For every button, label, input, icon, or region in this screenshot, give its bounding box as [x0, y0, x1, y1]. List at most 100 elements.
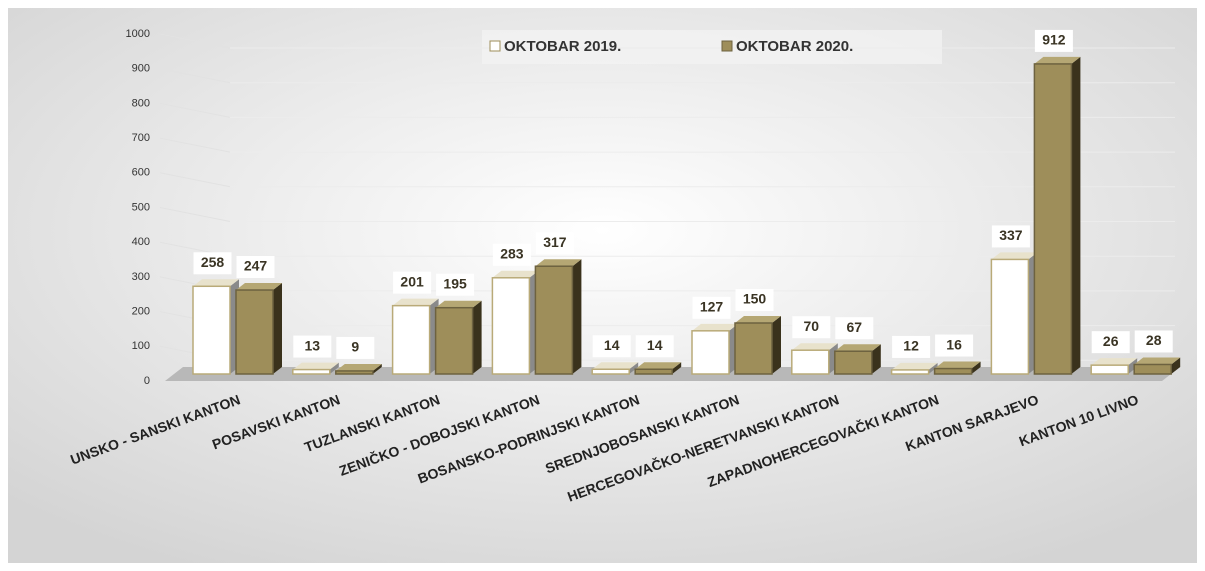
- grid-line: [159, 102, 231, 118]
- value-label: 195: [443, 275, 467, 291]
- value-label: 150: [743, 291, 767, 307]
- bar-top: [991, 252, 1038, 260]
- bar: [734, 322, 773, 375]
- bar: [292, 368, 331, 375]
- grid-line: [159, 68, 231, 84]
- value-label: 283: [500, 245, 524, 261]
- bar-side: [329, 362, 339, 374]
- value-label-box: [735, 289, 774, 311]
- bar-top: [335, 363, 382, 371]
- bar: [335, 370, 374, 375]
- value-label: 67: [847, 319, 863, 335]
- value-label-box: [293, 335, 332, 358]
- legend-swatch: [721, 40, 733, 52]
- value-label-box: [592, 335, 631, 358]
- grid-line: [159, 33, 231, 49]
- bar-side: [672, 362, 682, 374]
- value-label-box: [692, 296, 731, 319]
- grid-line: [159, 172, 231, 188]
- value-label-box: [1134, 330, 1173, 353]
- bar: [1090, 364, 1129, 375]
- bar: [591, 368, 630, 375]
- y-tick-label: 600: [132, 167, 150, 179]
- value-label: 127: [700, 299, 724, 315]
- value-label: 13: [305, 337, 321, 353]
- y-tick-label: 200: [132, 306, 150, 318]
- value-label-box: [336, 336, 375, 359]
- value-label-box: [436, 273, 475, 296]
- bar-side: [1128, 358, 1138, 374]
- bar: [391, 304, 431, 375]
- bar: [933, 367, 973, 375]
- bar: [791, 349, 830, 375]
- bar: [990, 258, 1030, 375]
- bar-top: [236, 283, 282, 291]
- y-tick-label: 0: [144, 375, 150, 387]
- bar: [834, 350, 873, 375]
- bar: [491, 277, 531, 375]
- bar-top: [791, 343, 838, 351]
- bar: [192, 285, 231, 375]
- value-label: 258: [201, 254, 225, 270]
- value-label-box: [635, 335, 674, 358]
- bar-side: [572, 259, 582, 374]
- value-label: 317: [543, 234, 567, 250]
- bar-top: [891, 362, 938, 370]
- bar-side: [472, 300, 482, 374]
- y-tick-label: 1000: [126, 28, 150, 40]
- bar-top: [1134, 357, 1181, 365]
- value-label: 201: [400, 273, 424, 289]
- value-label-box: [492, 243, 531, 266]
- legend-swatch: [489, 40, 501, 52]
- value-label: 70: [804, 318, 820, 334]
- value-label-box: [535, 232, 574, 255]
- bar: [1133, 363, 1172, 375]
- bar-side: [871, 344, 881, 374]
- value-label-box: [1091, 331, 1130, 354]
- bar-top: [1034, 56, 1081, 64]
- bar-side: [273, 283, 282, 374]
- bar: [434, 306, 474, 375]
- value-label-box: [193, 252, 232, 275]
- bar: [890, 369, 930, 375]
- bar-side: [1171, 357, 1181, 374]
- bar: [235, 289, 274, 375]
- bar: [691, 330, 730, 375]
- bar-top: [934, 361, 981, 369]
- value-label: 28: [1146, 332, 1162, 348]
- bar-top: [834, 344, 881, 352]
- value-label: 12: [903, 338, 919, 354]
- bar-top: [435, 300, 482, 308]
- bar-top: [635, 362, 682, 370]
- value-label-box: [991, 225, 1030, 248]
- bar-side: [928, 362, 938, 374]
- y-tick-label: 300: [132, 271, 150, 283]
- bar-side: [629, 362, 639, 374]
- bar: [534, 265, 574, 375]
- y-tick-label: 100: [132, 340, 150, 352]
- y-tick-label: 700: [132, 132, 150, 144]
- value-label-box: [1034, 29, 1073, 52]
- bar-top: [392, 298, 439, 306]
- bar-top: [492, 270, 539, 278]
- value-label: 337: [999, 227, 1023, 243]
- value-label-box: [236, 256, 275, 279]
- grid-line: [159, 207, 231, 222]
- bar-side: [971, 361, 981, 374]
- value-label-box: [835, 317, 874, 340]
- bar: [1033, 63, 1073, 375]
- value-label: 9: [351, 339, 359, 355]
- value-label: 16: [946, 336, 962, 352]
- bar-side: [772, 316, 781, 374]
- bar-top: [193, 279, 239, 287]
- legend-box: [482, 30, 942, 64]
- value-label-box: [935, 334, 974, 357]
- value-label: 14: [604, 337, 620, 353]
- grid-line: [159, 137, 231, 153]
- bar-side: [1071, 56, 1081, 375]
- bar-top: [592, 362, 639, 370]
- legend-label: OKTOBAR 2020.: [736, 38, 853, 55]
- legend-label: OKTOBAR 2019.: [504, 38, 621, 55]
- value-label-box: [892, 335, 931, 358]
